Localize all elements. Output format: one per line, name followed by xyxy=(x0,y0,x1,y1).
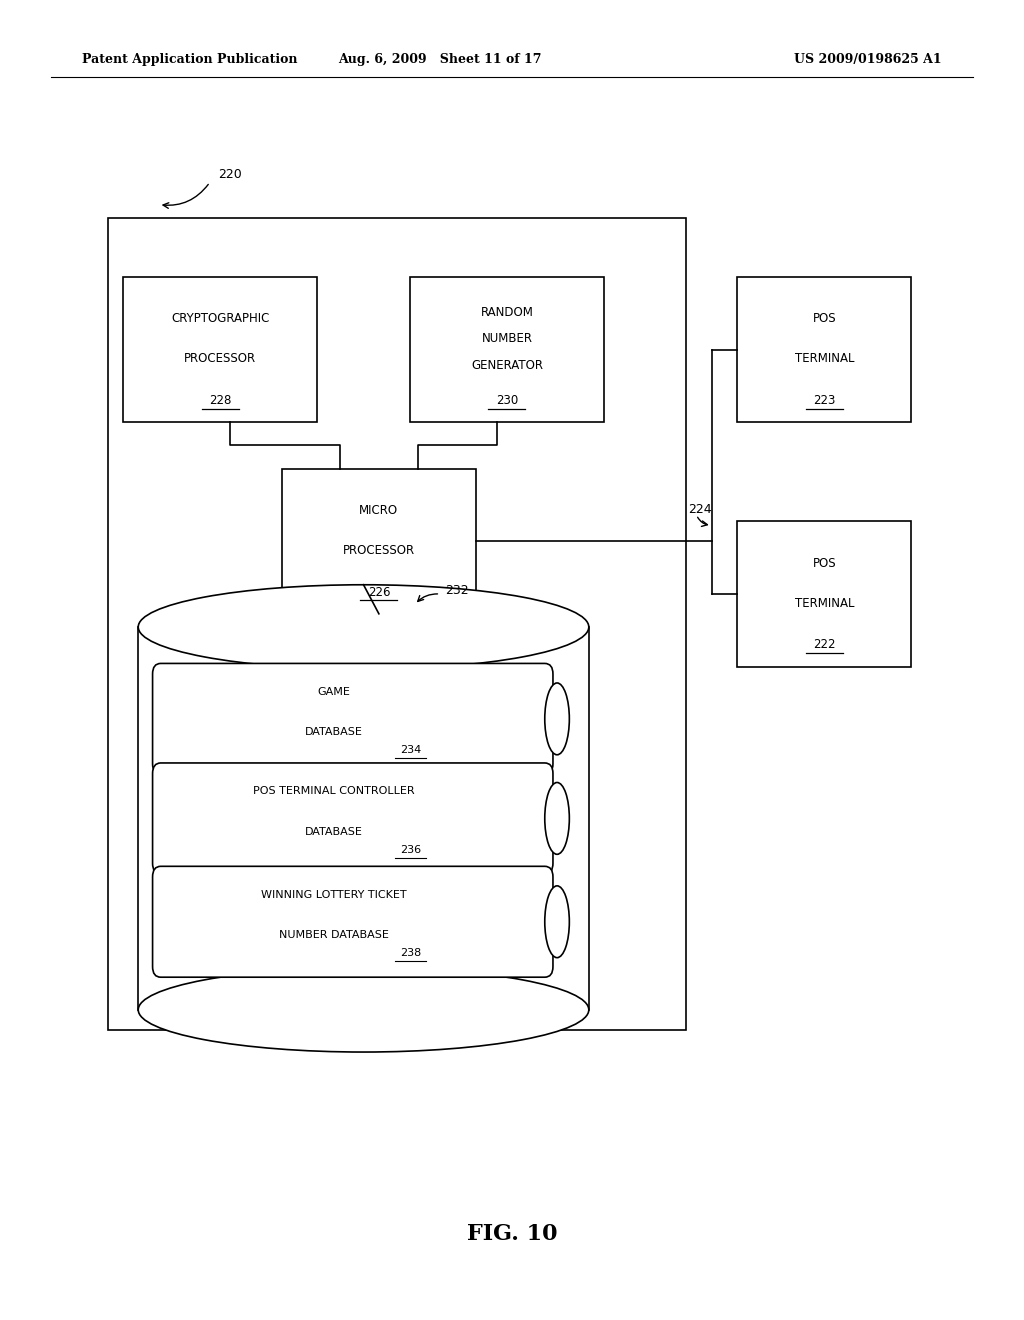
Text: POS: POS xyxy=(812,557,837,570)
Text: NUMBER DATABASE: NUMBER DATABASE xyxy=(279,931,388,940)
FancyBboxPatch shape xyxy=(410,277,604,422)
Text: US 2009/0198625 A1: US 2009/0198625 A1 xyxy=(795,53,942,66)
Text: 226: 226 xyxy=(368,586,390,598)
Ellipse shape xyxy=(545,682,569,755)
FancyBboxPatch shape xyxy=(153,763,553,874)
Text: GAME: GAME xyxy=(317,686,350,697)
Text: DATABASE: DATABASE xyxy=(304,826,362,837)
Text: MICRO: MICRO xyxy=(359,504,398,517)
Text: 228: 228 xyxy=(209,395,231,407)
Text: 236: 236 xyxy=(399,845,421,855)
Ellipse shape xyxy=(545,886,569,958)
FancyBboxPatch shape xyxy=(737,521,911,667)
Text: DATABASE: DATABASE xyxy=(304,727,362,738)
Ellipse shape xyxy=(138,585,589,669)
Text: RANDOM: RANDOM xyxy=(480,306,534,319)
Text: 234: 234 xyxy=(399,746,421,755)
FancyBboxPatch shape xyxy=(153,866,553,977)
Text: 238: 238 xyxy=(399,948,421,958)
Ellipse shape xyxy=(138,968,589,1052)
Text: POS: POS xyxy=(812,313,837,326)
Text: CRYPTOGRAPHIC: CRYPTOGRAPHIC xyxy=(171,313,269,326)
Text: TERMINAL: TERMINAL xyxy=(795,597,854,610)
Text: 224: 224 xyxy=(688,503,712,516)
Text: NUMBER: NUMBER xyxy=(481,333,532,346)
Text: WINNING LOTTERY TICKET: WINNING LOTTERY TICKET xyxy=(261,890,407,900)
Text: FIG. 10: FIG. 10 xyxy=(467,1224,557,1245)
FancyBboxPatch shape xyxy=(153,664,553,775)
Text: PROCESSOR: PROCESSOR xyxy=(343,544,415,557)
FancyBboxPatch shape xyxy=(108,218,686,1030)
Text: GENERATOR: GENERATOR xyxy=(471,359,543,372)
Text: Patent Application Publication: Patent Application Publication xyxy=(82,53,297,66)
Ellipse shape xyxy=(545,783,569,854)
Text: 220: 220 xyxy=(218,168,243,181)
FancyBboxPatch shape xyxy=(737,277,911,422)
FancyBboxPatch shape xyxy=(123,277,317,422)
Text: 222: 222 xyxy=(813,639,836,651)
Bar xyxy=(138,627,589,1010)
Text: 230: 230 xyxy=(496,395,518,407)
Text: 223: 223 xyxy=(813,395,836,407)
FancyBboxPatch shape xyxy=(282,469,476,614)
Text: Aug. 6, 2009   Sheet 11 of 17: Aug. 6, 2009 Sheet 11 of 17 xyxy=(339,53,542,66)
Text: POS TERMINAL CONTROLLER: POS TERMINAL CONTROLLER xyxy=(253,787,415,796)
Text: PROCESSOR: PROCESSOR xyxy=(184,352,256,366)
Text: 232: 232 xyxy=(445,583,469,597)
Text: TERMINAL: TERMINAL xyxy=(795,352,854,366)
